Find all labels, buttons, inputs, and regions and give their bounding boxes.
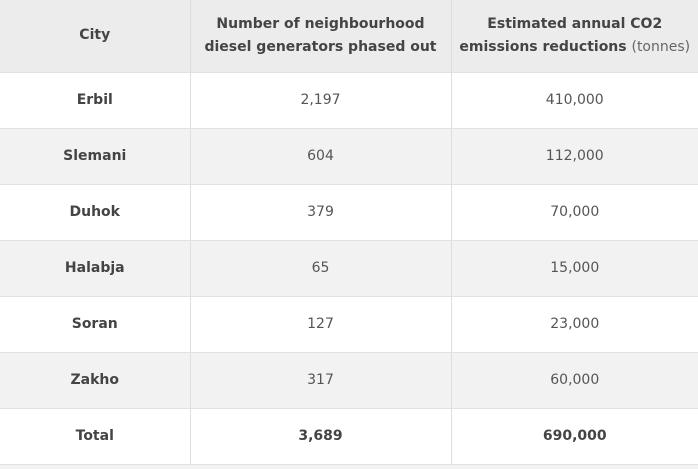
co2-cell: 15,000 [450,240,698,297]
table-row: Duhok 379 70,000 [0,184,698,241]
city-cell: Duhok [0,184,190,241]
city-cell: Zakho [0,352,190,409]
total-label: Total [0,408,190,465]
co2-cell: 112,000 [450,128,698,185]
header-row: City Number of neighbourhood diesel gene… [0,0,698,73]
generators-cell: 65 [189,240,451,297]
header-generators: Number of neighbourhood diesel generator… [189,0,451,73]
co2-cell: 410,000 [450,72,698,129]
city-cell: Soran [0,296,190,353]
table-row: Halabja 65 15,000 [0,240,698,297]
header-co2-label: Estimated annual CO2 emissions reduction… [459,15,663,55]
city-cell: Slemani [0,128,190,185]
generators-cell: 317 [189,352,451,409]
co2-cell: 23,000 [450,296,698,353]
total-co2: 690,000 [450,408,698,465]
generators-cell: 379 [189,184,451,241]
header-co2: Estimated annual CO2 emissions reduction… [450,0,698,73]
generators-cell: 604 [189,128,451,185]
total-generators: 3,689 [189,408,451,465]
co2-cell: 60,000 [450,352,698,409]
table-body: Erbil 2,197 410,000 Slemani 604 112,000 … [0,72,698,465]
header-city: City [0,0,190,73]
table-header: City Number of neighbourhood diesel gene… [0,0,698,73]
header-co2-unit: (tonnes) [631,38,691,55]
table-bottom-edge [0,464,698,469]
generators-cell: 2,197 [189,72,451,129]
table-row: Slemani 604 112,000 [0,128,698,185]
total-row: Total 3,689 690,000 [0,408,698,465]
table-row: Soran 127 23,000 [0,296,698,353]
generators-cell: 127 [189,296,451,353]
city-cell: Erbil [0,72,190,129]
co2-cell: 70,000 [450,184,698,241]
city-cell: Halabja [0,240,190,297]
table-row: Zakho 317 60,000 [0,352,698,409]
table-row: Erbil 2,197 410,000 [0,72,698,129]
